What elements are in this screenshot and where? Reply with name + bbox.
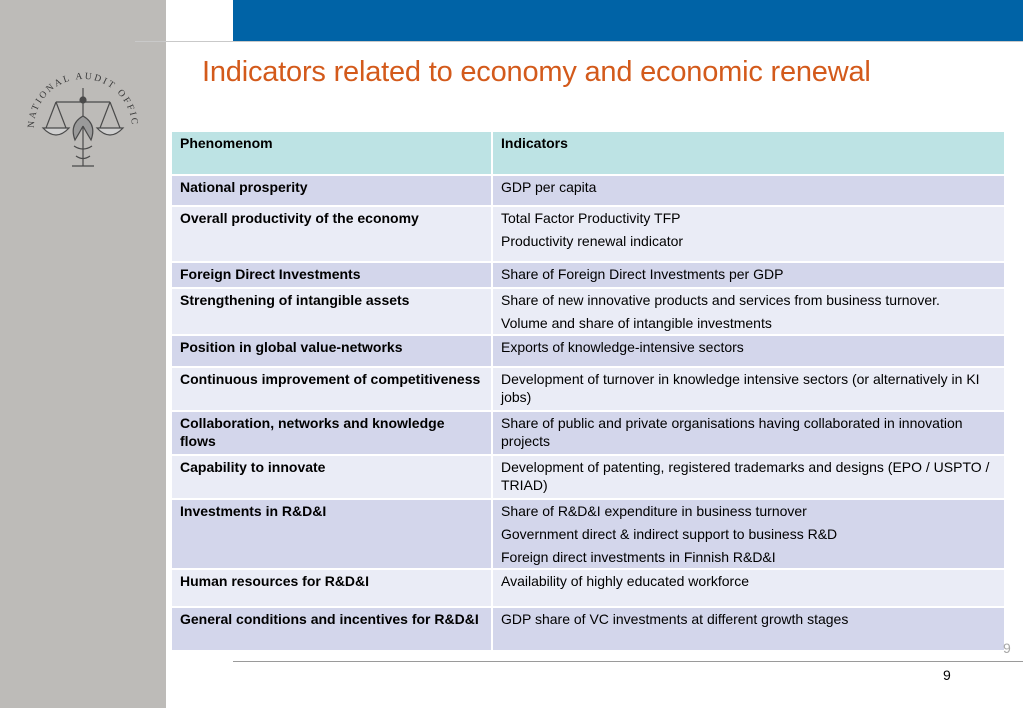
table-row: Human resources for R&D&I Availability o… — [170, 568, 1006, 608]
indicators-cell: Development of turnover in knowledge int… — [491, 366, 1006, 412]
bottom-divider — [233, 661, 1023, 662]
indicator-text: Exports of knowledge-intensive sectors — [501, 339, 744, 355]
indicators-cell: Share of public and private organisation… — [491, 410, 1006, 456]
indicator-text: Development of patenting, registered tra… — [501, 459, 990, 493]
header-phenomenon: Phenomenom — [170, 130, 493, 176]
table-row: Collaboration, networks and knowledge fl… — [170, 410, 1006, 456]
indicator-text: Share of Foreign Direct Investments per … — [501, 266, 784, 282]
scales-icon — [41, 88, 125, 167]
top-bar-light-segment — [166, 0, 233, 42]
table-row: Position in global value-networks Export… — [170, 334, 1006, 368]
indicators-cell: Development of patenting, registered tra… — [491, 454, 1006, 500]
table-row: Investments in R&D&I Share of R&D&I expe… — [170, 498, 1006, 570]
indicators-table: Phenomenom Indicators National prosperit… — [170, 130, 1006, 652]
phenomenon-cell: Continuous improvement of competitivenes… — [170, 366, 493, 412]
indicators-cell: Exports of knowledge-intensive sectors — [491, 334, 1006, 368]
top-divider — [135, 41, 1023, 42]
phenomenon-cell: General conditions and incentives for R&… — [170, 606, 493, 652]
header-indicators: Indicators — [491, 130, 1006, 176]
table-row: General conditions and incentives for R&… — [170, 606, 1006, 652]
phenomenon-cell: Capability to innovate — [170, 454, 493, 500]
indicators-cell: GDP share of VC investments at different… — [491, 606, 1006, 652]
table-row: Strengthening of intangible assets Share… — [170, 287, 1006, 336]
indicators-cell: Share of R&D&I expenditure in business t… — [491, 498, 1006, 570]
table-row: Foreign Direct Investments Share of Fore… — [170, 261, 1006, 289]
indicator-text: GDP share of VC investments at different… — [501, 611, 849, 627]
top-bar — [233, 0, 1023, 42]
table-row: Continuous improvement of competitivenes… — [170, 366, 1006, 412]
indicator-text: Share of public and private organisation… — [501, 415, 963, 449]
indicator-text: Volume and share of intangible investmen… — [501, 315, 772, 331]
slide-title: Indicators related to economy and econom… — [202, 56, 871, 88]
page-number: 9 — [943, 667, 951, 683]
indicators-cell: GDP per capita — [491, 174, 1006, 207]
phenomenon-cell: Overall productivity of the economy — [170, 205, 493, 263]
indicators-cell: Share of new innovative products and ser… — [491, 287, 1006, 336]
phenomenon-cell: Foreign Direct Investments — [170, 261, 493, 289]
indicators-cell: Availability of highly educated workforc… — [491, 568, 1006, 608]
indicator-text: Share of new innovative products and ser… — [501, 292, 940, 308]
phenomenon-cell: Investments in R&D&I — [170, 498, 493, 570]
indicator-text: Government direct & indirect support to … — [501, 526, 838, 542]
indicator-text: Foreign direct investments in Finnish R&… — [501, 549, 776, 565]
indicator-text: Productivity renewal indicator — [501, 233, 684, 249]
phenomenon-cell: Position in global value-networks — [170, 334, 493, 368]
table-row: Overall productivity of the economy Tota… — [170, 205, 1006, 263]
table-row: National prosperity GDP per capita — [170, 174, 1006, 207]
indicator-text: Share of R&D&I expenditure in business t… — [501, 503, 807, 519]
page-number-watermark: 9 — [1003, 640, 1011, 656]
indicators-cell: Share of Foreign Direct Investments per … — [491, 261, 1006, 289]
national-audit-office-logo: NATIONAL AUDIT OFFICE — [24, 66, 137, 167]
indicators-cell: Total Factor Productivity TFP Productivi… — [491, 205, 1006, 263]
indicator-text: Availability of highly educated workforc… — [501, 573, 749, 589]
phenomenon-cell: Human resources for R&D&I — [170, 568, 493, 608]
indicator-text: Development of turnover in knowledge int… — [501, 371, 980, 405]
phenomenon-cell: Collaboration, networks and knowledge fl… — [170, 410, 493, 456]
phenomenon-cell: Strengthening of intangible assets — [170, 287, 493, 336]
table-row: Capability to innovate Development of pa… — [170, 454, 1006, 500]
phenomenon-cell: National prosperity — [170, 174, 493, 207]
indicator-text: Total Factor Productivity TFP — [501, 210, 681, 226]
table-header-row: Phenomenom Indicators — [170, 130, 1006, 176]
indicator-text: GDP per capita — [501, 179, 597, 195]
